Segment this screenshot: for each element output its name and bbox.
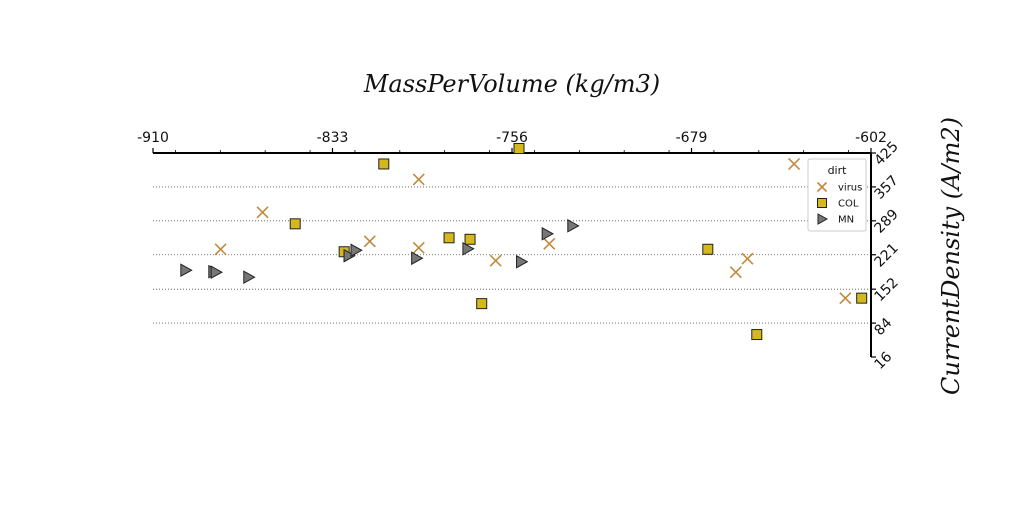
x-tick-label: -833 [317,130,349,146]
legend-marker-col [817,198,827,208]
point-virus [741,252,754,265]
point-col [476,298,488,310]
y-tick-label: 289 [872,206,902,236]
point-mn [567,218,580,233]
legend-box [807,158,867,232]
legend-marker-virus [816,181,828,193]
point-col [464,233,476,245]
x-tick-label: -602 [855,130,887,146]
x-tick-label: -756 [496,130,528,146]
point-col [289,218,301,230]
legend: dirt virus COL MN [807,158,867,232]
point-col [443,232,455,244]
point-mn [516,254,529,269]
x-ticks: -910 -833 -756 -679 -602 [137,130,887,153]
point-col [856,292,868,304]
point-virus [412,241,425,254]
x-tick-label: -910 [137,130,169,146]
point-mn [411,251,424,266]
grid-lines [153,186,871,324]
point-virus [729,266,742,279]
data-points [180,143,868,341]
x-axis-title: MassPerVolume (kg/m3) [363,70,660,98]
point-virus [412,173,425,186]
point-virus [788,157,801,171]
point-col [702,243,714,255]
legend-title: dirt [828,164,848,177]
point-col [378,158,390,170]
axes [153,152,872,357]
point-mn [541,226,554,241]
point-mn [350,243,363,258]
point-mn [462,241,475,256]
x-tick-label: -679 [676,130,708,146]
legend-label-virus: virus [838,183,862,194]
y-tick-label: 152 [872,275,902,305]
y-tick-label: 16 [872,349,896,373]
y-tick-label: 221 [872,240,902,270]
legend-label-col: COL [838,199,859,210]
point-virus [543,237,556,250]
point-mn [210,265,223,280]
point-virus [256,206,269,219]
point-mn [243,270,256,285]
legend-marker-mn [817,213,829,225]
point-mn [180,263,193,278]
point-virus [214,243,227,256]
y-tick-label: 84 [872,315,896,339]
y-axis-title: CurrentDensity (A/m2) [937,117,965,395]
point-virus [363,235,376,248]
legend-label-mn: MN [838,215,854,226]
y-tick-label: 357 [872,173,902,203]
point-col [751,329,763,341]
point-col [513,143,525,155]
point-virus [489,254,502,267]
point-virus [839,292,852,305]
point-mn [343,248,356,263]
legend-entries: virus COL MN [816,181,862,226]
